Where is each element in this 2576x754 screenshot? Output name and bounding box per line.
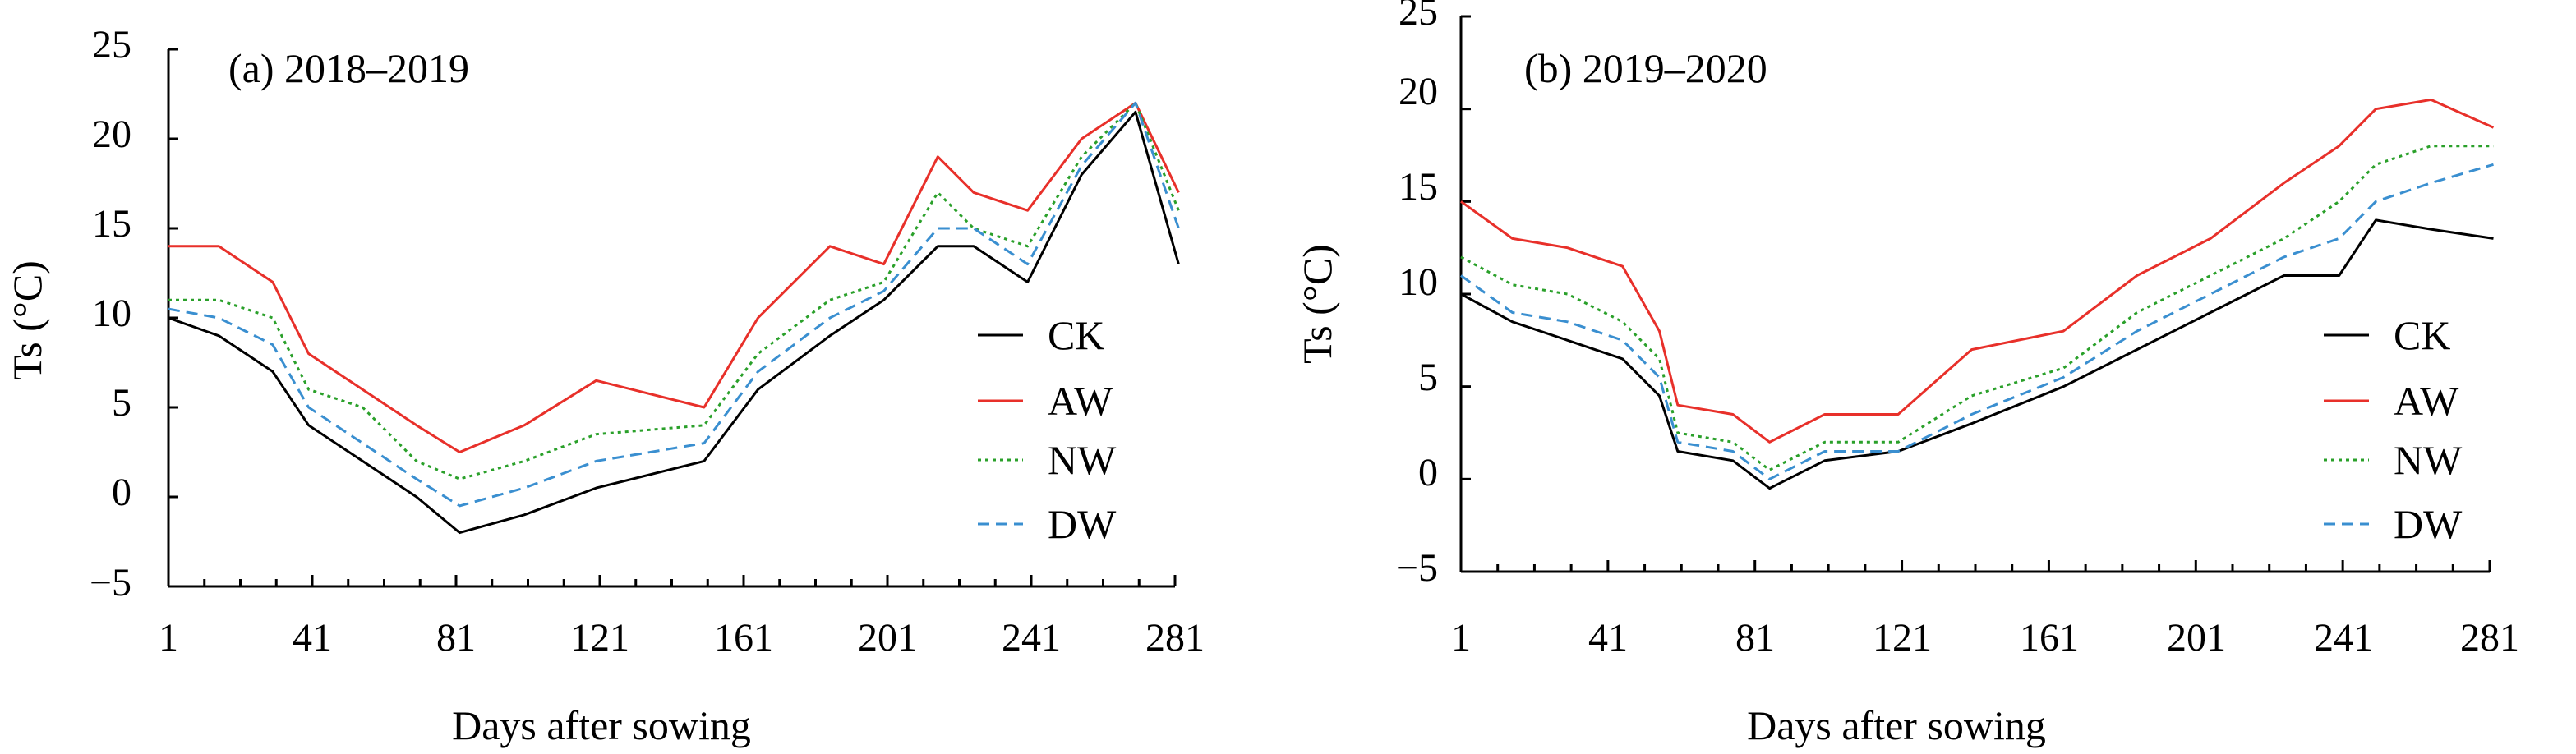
panel-b-ytick-3: 10 (1399, 260, 1438, 304)
panel-b-ytick-0: −5 (1396, 546, 1438, 590)
panel-b-legend-label-nw: NW (2394, 437, 2463, 483)
panel-a-ytick-6: 25 (92, 23, 131, 67)
panel-a-xtick-1: 41 (293, 616, 332, 660)
panel-b-legend: CK AW NW DW (2324, 312, 2463, 547)
panel-b-ytick-6: 25 (1399, 0, 1438, 34)
panel-a-xtick-4: 161 (714, 616, 773, 660)
panel-b: (b) 2019–2020 Days after sowing Ts (°C) … (1294, 0, 2519, 748)
panel-a-ytick-4: 15 (92, 202, 131, 246)
panel-a-plot (167, 48, 1180, 588)
panel-a-xticks: 1 41 81 121 161 201 241 281 (159, 616, 1205, 660)
panel-b-xtick-6: 241 (2314, 616, 2373, 660)
panel-b-xtick-0: 1 (1451, 616, 1471, 660)
panel-a-legend-label-nw: NW (1048, 437, 1117, 483)
panel-a-xlabel: Days after sowing (452, 702, 751, 748)
panel-b-series-aw (1460, 98, 2495, 444)
panel-b-series-nw (1460, 145, 2494, 471)
panel-a-ytick-3: 10 (92, 292, 131, 335)
panel-b-xtick-5: 201 (2167, 616, 2226, 660)
panel-a-series-nw (168, 101, 1180, 480)
panel-a-legend-label-dw: DW (1048, 501, 1117, 547)
panel-a-ytick-2: 5 (112, 381, 131, 425)
panel-a-xtick-7: 281 (1145, 616, 1205, 660)
panel-b-xlabel: Days after sowing (1747, 702, 2046, 748)
panel-a-xtick-3: 121 (570, 616, 629, 660)
panel-b-xtick-2: 81 (1735, 616, 1775, 660)
panel-b-ytick-5: 20 (1399, 70, 1438, 113)
panel-a-series-dw (168, 101, 1180, 508)
panel-b-xtick-1: 41 (1588, 616, 1628, 660)
panel-b-legend-label-aw: AW (2394, 378, 2459, 424)
panel-b-title: (b) 2019–2020 (1524, 45, 1767, 91)
panel-b-plot (1459, 15, 2495, 573)
panel-a-ylabel: Ts (°C) (4, 260, 50, 380)
panel-b-xtick-7: 281 (2460, 616, 2519, 660)
panel-b-legend-label-dw: DW (2394, 501, 2463, 547)
panel-a-xtick-2: 81 (436, 616, 476, 660)
panel-b-ylabel: Ts (°C) (1294, 244, 1340, 364)
panel-b-ytick-1: 0 (1418, 451, 1438, 494)
panel-a-legend: CK AW NW DW (978, 312, 1117, 547)
panel-a-xtick-0: 1 (159, 616, 178, 660)
panel-a-title: (a) 2018–2019 (228, 45, 469, 91)
panel-a-series-ck (168, 110, 1180, 535)
panel-b-xtick-4: 161 (2020, 616, 2079, 660)
panel-a-legend-label-aw: AW (1048, 378, 1113, 424)
panel-a-legend-label-ck: CK (1048, 312, 1104, 358)
panel-a-ytick-5: 20 (92, 113, 131, 156)
panel-a-ytick-1: 0 (112, 471, 131, 514)
panel-a: (a) 2018–2019 Days after sowing Ts (°C) … (4, 23, 1205, 748)
panel-b-series-dw (1460, 163, 2494, 480)
panel-a-xtick-5: 201 (858, 616, 917, 660)
panel-a-series-aw (168, 101, 1180, 453)
panel-a-yticks: −5 0 5 10 15 20 25 (90, 23, 131, 605)
panel-b-yticks: −5 0 5 10 15 20 25 (1396, 0, 1438, 590)
panel-a-ytick-0: −5 (90, 561, 131, 605)
panel-b-xticks: 1 41 81 121 161 201 241 281 (1451, 616, 2519, 660)
panel-b-xtick-3: 121 (1873, 616, 1932, 660)
panel-b-ytick-2: 5 (1418, 356, 1438, 399)
panel-b-legend-label-ck: CK (2394, 312, 2450, 358)
panel-a-xtick-6: 241 (1002, 616, 1061, 660)
panel-b-ytick-4: 15 (1399, 165, 1438, 209)
